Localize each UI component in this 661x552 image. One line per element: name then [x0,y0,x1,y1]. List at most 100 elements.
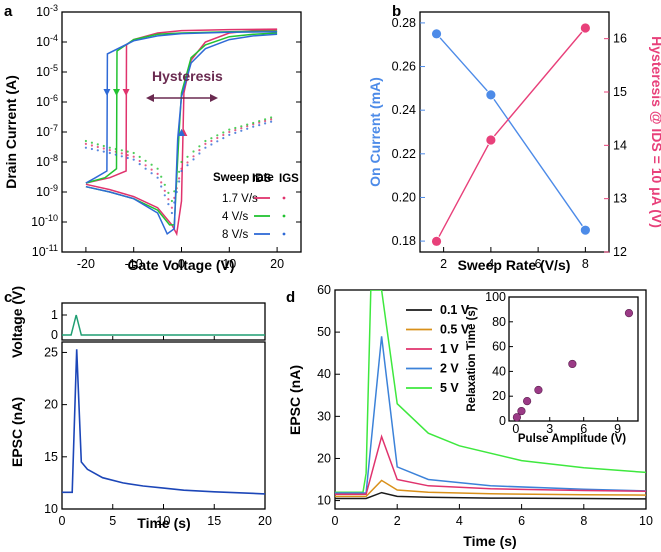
legend-a-igs-dot-1 [282,214,286,218]
y-tick-label-b-left: 0.20 [392,190,416,204]
igs-point-0 [198,149,201,152]
igs-point-1 [234,126,237,130]
panel-b: b 2 4 6 8 0.18 0.20 0.22 0.24 0.26 0.28 12 13 14 15 16… [367,3,661,273]
y-tick-label-b-right: 14 [613,138,627,152]
epsc-line-d-0 [335,491,646,500]
x-tick-label-b: 8 [582,257,589,271]
igs-point-0 [258,121,261,124]
igs-point-0 [234,129,237,132]
y-tick-label-d: 40 [317,367,331,381]
legend-a-title: Sweep rate [213,172,274,184]
x-tick-label-b: 6 [535,257,542,271]
igs-point-1 [216,134,219,137]
inset-y-tick-label: 80 [492,315,506,329]
igs-point-1 [258,120,261,123]
legend-d: 0.1 V 0.5 V 1 V 2 V 5 V [406,303,470,395]
igs-point-1 [228,128,231,131]
epsc-line-d-1 [335,479,646,498]
hysteresis-arrowhead-right [210,94,218,102]
igs-point-0 [228,130,231,134]
igs-point-0 [163,189,166,192]
igs-point-2 [126,156,129,160]
igs-point-1 [160,175,163,178]
y-axis-label-b-left: On Current (mA) [367,77,383,187]
x-axis-label-a: Gate Voltage (V) [127,257,234,273]
panel-label-d: d [286,289,295,306]
x-tick-label-a: 20 [270,257,284,271]
igs-point-1 [270,116,273,119]
panel-d-frame [334,289,647,510]
legend-a-ids: IDS [252,173,272,185]
inset-data-point [512,413,522,422]
igs-point-0 [264,119,267,123]
igs-point-1 [240,125,243,128]
x-tick-label-d: 4 [456,514,463,528]
y-tick-label-b-right: 12 [613,245,627,259]
igs-point-2 [160,185,163,188]
sweep-down-arrow-1 [112,88,120,96]
igs-point-2 [84,146,87,149]
hysteresis-arrowhead-left [146,94,154,102]
data-point-b-1 [431,235,442,247]
igs-point-1 [192,150,195,153]
legend-a-igs-dot-2 [282,232,286,236]
igs-point-1 [222,131,225,134]
y-tick-label-a: 10-9 [36,183,58,199]
y-tick-label-c-top: 1 [51,308,58,322]
igs-point-2 [96,149,99,152]
igs-point-1 [156,167,159,170]
y-tick-label-b-right: 15 [613,85,627,99]
x-tick-label-d: 8 [580,514,587,528]
igs-point-0 [216,136,219,140]
sweep-down-arrow-0 [122,88,130,96]
panel-label-b: b [392,3,401,20]
inset-x-tick-label: 9 [614,422,621,436]
igs-point-2 [216,140,219,143]
igs-point-0 [90,144,93,147]
y-tick-label-b-left: 0.22 [392,147,416,161]
igs-point-1 [120,149,123,152]
y-axis-label-a: Drain Current (A) [3,75,19,189]
igs-point-0 [84,142,87,145]
igs-point-0 [102,147,105,150]
y-axis-label-c-bottom: EPSC (nA) [9,397,25,467]
igs-point-1 [150,163,153,166]
igs-point-0 [246,125,249,128]
y-tick-label-c-bottom: 10 [44,502,58,516]
igs-point-2 [167,203,170,206]
legend-d-label-2: 1 V [440,342,459,356]
y-tick-label-d: 10 [317,494,331,508]
ids-forward-line-2 [85,33,278,236]
panel-label-a: a [4,3,13,20]
x-axis-label-c: Time (s) [137,515,190,531]
inset-x-tick-label: 3 [546,422,553,436]
x-axis-label-d: Time (s) [463,533,516,549]
igs-point-2 [204,146,207,149]
inset-x-tick-label: 0 [512,422,519,436]
igs-point-2 [90,147,93,151]
panel-c-bottom-frame [61,341,266,510]
igs-point-0 [126,154,129,157]
igs-point-2 [264,122,267,125]
igs-point-2 [252,125,255,128]
igs-point-2 [138,163,141,166]
igs-point-2 [144,167,147,170]
inset-y-tick-label: 20 [492,389,506,403]
inset-data-point [624,309,634,318]
igs-point-2 [170,211,173,215]
igs-point-2 [192,158,195,161]
igs-point-1 [173,190,176,193]
igs-point-0 [167,198,170,201]
igs-point-1 [90,141,93,144]
y-tick-label-b-left: 0.26 [392,60,416,74]
igs-point-0 [204,142,207,145]
igs-point-1 [180,160,183,164]
voltage-pulse-line [62,314,265,336]
igs-point-0 [210,139,213,143]
igs-point-0 [138,159,141,163]
igs-point-1 [163,183,166,186]
y-tick-label-b-right: 16 [613,32,627,46]
igs-point-0 [240,127,243,130]
y-tick-label-a: 10-6 [36,93,58,109]
x-tick-label-d: 6 [518,514,525,528]
